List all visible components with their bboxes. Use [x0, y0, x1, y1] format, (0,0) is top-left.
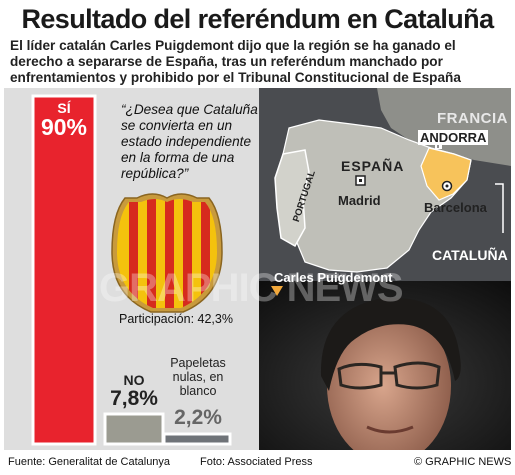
spain-map	[259, 88, 511, 281]
footer-photo-credit: Foto: Associated Press	[200, 456, 313, 468]
photo-caption: Carles Puigdemont	[274, 270, 393, 285]
map-label-barcelona: Barcelona	[424, 200, 487, 215]
page-title: Resultado del referéndum en Cataluña	[21, 4, 494, 34]
cataluna-leader-line	[495, 183, 504, 233]
footer-copyright: © GRAPHIC NEWS	[414, 456, 512, 468]
results-chart	[31, 94, 232, 446]
portugal-shape	[274, 149, 310, 248]
bar-no	[103, 412, 165, 446]
bar-no-value: 7,8%	[110, 387, 158, 410]
bar-si-value: 90%	[40, 114, 88, 140]
bar-si	[31, 94, 97, 446]
bar-no-label: NO	[123, 372, 145, 388]
madrid-marker-dot	[359, 179, 362, 182]
map-label-andorra: ANDORRA	[418, 130, 489, 145]
map-label-francia: FRANCIA	[437, 110, 508, 127]
puigdemont-photo	[259, 281, 511, 450]
participation-label: Participación: 42,3%	[119, 312, 233, 326]
cataluna-shape	[420, 147, 472, 201]
puigdemont-portrait-image	[259, 281, 511, 450]
caption-pointer-icon	[271, 286, 283, 296]
map-label-madrid: Madrid	[338, 193, 381, 208]
infographic-panel: SÍ 90% NO 7,8% Papeletas nulas, en blanc…	[4, 88, 511, 450]
footer-source: Fuente: Generalitat de Catalunya	[8, 456, 171, 468]
map-label-cataluna: CATALUÑA	[432, 247, 508, 263]
watermark: GRAPHIC NEWS	[99, 266, 404, 310]
catalan-shield-icon	[111, 193, 223, 313]
barcelona-marker-dot	[445, 184, 449, 188]
referendum-question: “¿Desea que Cataluña se convierta en un …	[121, 102, 258, 181]
page-subtitle: El líder catalán Carles Puigdemont dijo …	[10, 38, 461, 85]
bar-nulas	[162, 432, 232, 446]
bar-si-label: SÍ	[57, 100, 71, 116]
bar-nulas-label: Papeletas nulas, en blanco	[170, 356, 226, 398]
map-label-espana: ESPAÑA	[341, 158, 405, 174]
bar-nulas-value: 2,2%	[174, 406, 222, 429]
france-shape	[377, 88, 511, 166]
